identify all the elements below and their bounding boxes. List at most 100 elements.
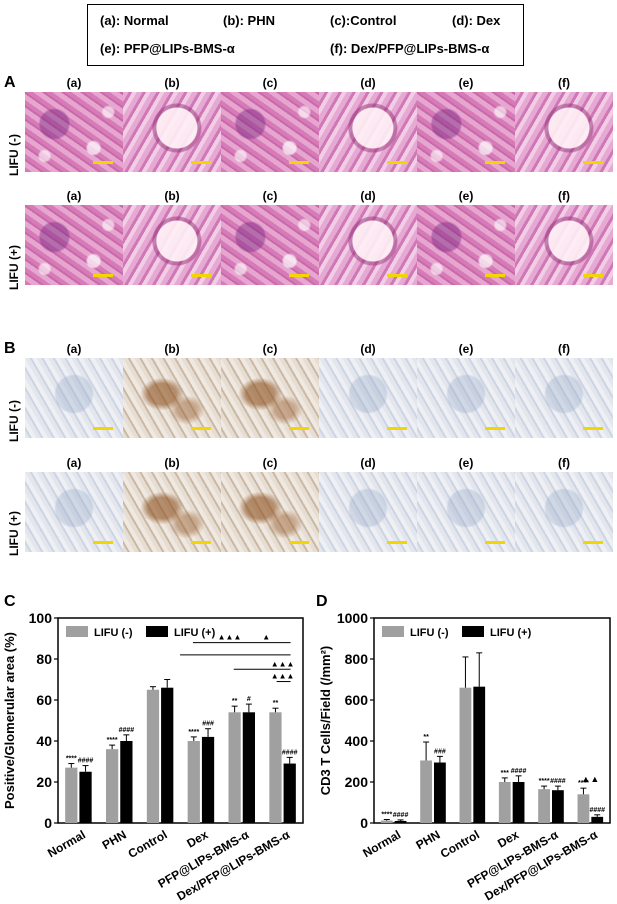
- significance-label: ****: [107, 737, 118, 744]
- gridB-label-r1-c4: (e): [458, 456, 474, 470]
- y-tick-label: 20: [36, 774, 52, 790]
- bar: [120, 741, 133, 823]
- significance-label: ####: [393, 812, 409, 819]
- chart-c: 0 20 40 60 80 100 Positive/Glomerular area (%)…: [2, 610, 304, 903]
- gridB-micrograph-r0-c4: [417, 358, 515, 438]
- bar: [577, 794, 590, 823]
- row-label-b-minus: LIFU (-): [7, 400, 21, 442]
- gridB-label-r1-c2: (c): [262, 456, 278, 470]
- bar: [228, 712, 241, 823]
- scale-bar: [191, 541, 211, 544]
- bar: [269, 712, 282, 823]
- significance-label: ###: [202, 721, 214, 728]
- scale-bar: [583, 274, 603, 277]
- panel-letter-c: C: [4, 593, 16, 610]
- legend-a: (a): Normal: [100, 13, 169, 28]
- gridA-micrograph-r0-c4: [417, 92, 515, 172]
- legend-label: LIFU (-): [94, 627, 133, 639]
- bar: [283, 763, 296, 823]
- gridA-micrograph-r0-c0: [25, 92, 123, 172]
- gridA-micrograph-r1-c2: [221, 205, 319, 285]
- scale-bar: [93, 161, 113, 164]
- scale-bar: [485, 541, 505, 544]
- row-label-a-minus: LIFU (-): [7, 134, 21, 176]
- gridA-label-r1-c4: (e): [458, 189, 474, 203]
- gridB-micrograph-r1-c2: [221, 472, 319, 552]
- significance-label: ####: [78, 758, 94, 765]
- y-tick-label: 60: [36, 692, 52, 708]
- scale-bar: [191, 427, 211, 430]
- legend-swatch: [382, 626, 404, 637]
- scale-bar: [93, 541, 113, 544]
- scale-bar: [191, 161, 211, 164]
- gridB-label-r1-c3: (d): [360, 456, 376, 470]
- legend-c: (c):Control: [330, 13, 397, 28]
- significance-label: **: [273, 700, 279, 707]
- x-tick-label: Normal: [45, 827, 88, 860]
- plot-frame: [373, 617, 611, 824]
- scale-bar: [93, 274, 113, 277]
- y-tick-label: 100: [29, 610, 53, 626]
- legend-f: (f): Dex/PFP@LIPs-BMS-α: [330, 41, 490, 56]
- gridA-micrograph-r1-c0: [25, 205, 123, 285]
- significance-label: ####: [511, 768, 527, 775]
- gridA-micrograph-r0-c3: [319, 92, 417, 172]
- scale-bar: [289, 274, 309, 277]
- bar: [201, 736, 215, 823]
- bar: [420, 760, 432, 823]
- x-tick-label: Dex: [184, 827, 210, 850]
- gridB-label-r1-c5: (f): [558, 456, 570, 470]
- gridB-micrograph-r0-c3: [319, 358, 417, 438]
- scale-bar: [485, 274, 505, 277]
- gridB-label-r0-c4: (e): [458, 342, 474, 356]
- significance-label: **: [232, 698, 238, 705]
- gridA-micrograph-r0-c5: [515, 92, 613, 172]
- y-tick-label: 200: [345, 774, 369, 790]
- gridA-micrograph-r1-c3: [319, 205, 417, 285]
- legend-label: LIFU (+): [490, 627, 532, 639]
- gridA-label-r0-c0: (a): [66, 76, 82, 90]
- chart-d: 0 200 400 600 800 1000 CD3 T Cells/Field (/mm²…: [318, 610, 611, 903]
- gridA-label-r1-c2: (c): [262, 189, 278, 203]
- gridA-label-r1-c0: (a): [66, 189, 82, 203]
- legend-swatch: [146, 626, 168, 637]
- bar: [434, 762, 446, 823]
- x-tick-label: Control: [438, 827, 482, 860]
- y-tick-label: 800: [345, 651, 369, 667]
- scale-bar: [289, 161, 309, 164]
- y-tick-label: 1000: [337, 610, 368, 626]
- scale-bar: [93, 427, 113, 430]
- gridB-label-r0-c0: (a): [66, 342, 82, 356]
- x-tick-label: Control: [126, 827, 170, 860]
- scale-bar: [387, 274, 407, 277]
- gridA-micrograph-r1-c5: [515, 205, 613, 285]
- gridB-micrograph-r0-c1: [123, 358, 221, 438]
- significance-label: ***: [501, 770, 509, 777]
- gridA-micrograph-r1-c4: [417, 205, 515, 285]
- gridA-label-r0-c1: (b): [164, 76, 180, 90]
- y-tick-label: 400: [345, 733, 369, 749]
- gridA-label-r1-c5: (f): [558, 189, 570, 203]
- scale-bar: [289, 427, 309, 430]
- scale-bar: [583, 161, 603, 164]
- gridB-micrograph-r0-c0: [25, 358, 123, 438]
- y-tick-label: 0: [44, 815, 52, 831]
- significance-label: ****: [66, 756, 77, 763]
- gridA-label-r0-c4: (e): [458, 76, 474, 90]
- gridB-label-r0-c2: (c): [262, 342, 278, 356]
- gridA-label-r0-c5: (f): [558, 76, 570, 90]
- gridB-label-r0-c3: (d): [360, 342, 376, 356]
- significance-label: ####: [119, 727, 135, 734]
- comparison-marker: ▲: [262, 633, 270, 642]
- y-tick-label: 0: [360, 815, 368, 831]
- gridA-label-r1-c1: (b): [164, 189, 180, 203]
- bar: [394, 820, 407, 823]
- legend-swatch: [462, 626, 484, 637]
- comparison-marker: ▲▲▲: [271, 672, 295, 681]
- gridB-micrograph-r0-c2: [221, 358, 319, 438]
- bar: [538, 789, 550, 823]
- significance-label: #: [247, 696, 251, 703]
- significance-label: **: [423, 734, 429, 741]
- panel-letter-a: A: [4, 74, 16, 91]
- bar: [591, 816, 604, 823]
